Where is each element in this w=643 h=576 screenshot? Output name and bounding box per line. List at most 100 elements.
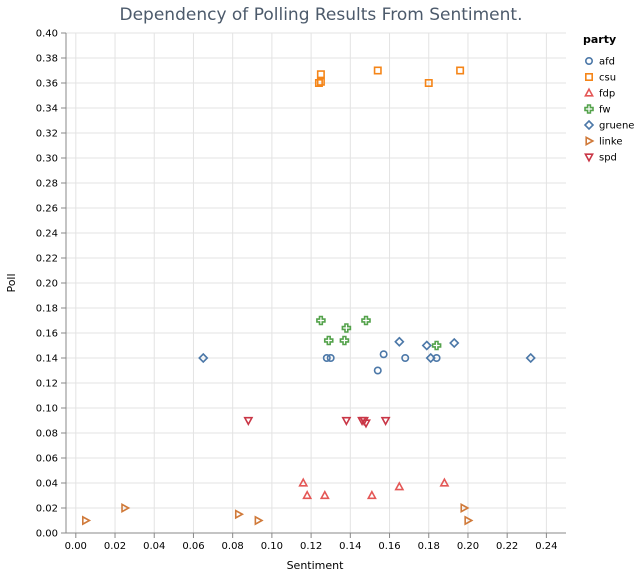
y-tick-label: 0.32 [36, 129, 58, 140]
y-tick-label: 0.18 [36, 304, 58, 315]
gruene-point [449, 337, 460, 349]
legend-item-spd: spd [584, 153, 617, 164]
x-tick-label: 0.18 [418, 541, 440, 552]
y-tick-label: 0.30 [36, 154, 58, 165]
y-tick-label: 0.12 [36, 379, 58, 390]
gruene-point [425, 352, 436, 364]
spd-point [243, 416, 254, 426]
y-tick-label: 0.10 [36, 404, 58, 415]
gruene-point [421, 340, 432, 351]
fw-point [431, 340, 442, 351]
x-tick-label: 0.20 [457, 541, 479, 552]
y-tick-label: 0.36 [36, 79, 58, 90]
legend-item-afd: afd [584, 56, 615, 68]
y-tick-label: 0.34 [36, 104, 58, 115]
y-tick-label: 0.40 [36, 29, 58, 40]
legend-item-gruene: gruene [583, 119, 634, 132]
x-axis-title: Sentiment [287, 559, 345, 572]
afd-legend-symbol [584, 56, 593, 65]
linke-point [254, 515, 264, 526]
gruene-legend-symbol [583, 119, 595, 131]
csu-point [316, 77, 325, 86]
y-tick-label: 0.24 [36, 229, 58, 240]
axes: 0.00 0.02 0.04 0.06 0.08 0.10 0.12 0.14 0.16 0.18… [36, 29, 566, 552]
legend-title: party [583, 33, 616, 46]
fw-point [341, 323, 352, 333]
afd-point [432, 353, 441, 362]
x-tick-label: 0.04 [143, 541, 165, 552]
afd-point [322, 353, 331, 362]
y-tick-label: 0.20 [36, 279, 58, 290]
y-tick-label: 0.14 [36, 354, 58, 365]
y-tick-label: 0.16 [36, 329, 58, 340]
csu-point [456, 66, 465, 75]
chart-title: Dependency of Polling Results From Senti… [120, 5, 523, 25]
linke-point [234, 509, 245, 520]
legend-label: fdp [599, 89, 615, 100]
csu-legend-symbol [584, 73, 593, 82]
linke-point [121, 503, 131, 513]
afd-point [379, 350, 388, 359]
fw-legend-symbol [584, 104, 594, 114]
gruene-point [394, 336, 405, 347]
y-tick-label: 0.02 [36, 504, 58, 515]
spd-point [380, 416, 391, 426]
x-tick-label: 0.22 [496, 541, 518, 552]
y-tick-label: 0.28 [36, 179, 58, 190]
fw-point [316, 315, 326, 326]
y-tick-label: 0.08 [36, 429, 58, 440]
legend-label: linke [599, 137, 622, 148]
x-tick-label: 0.02 [104, 541, 126, 552]
csu-point [316, 70, 325, 79]
fdp-point [394, 481, 405, 491]
x-tick-label: 0.10 [261, 541, 283, 552]
afd-point [326, 353, 335, 362]
y-tick-label: 0.00 [36, 529, 58, 540]
legend-label: csu [599, 73, 616, 84]
y-tick-label: 0.38 [36, 54, 58, 65]
linke-point [82, 515, 92, 526]
csu-point [373, 66, 382, 75]
legend-item-csu: csu [584, 73, 616, 84]
spd-point [361, 419, 371, 429]
spd-point [341, 416, 352, 426]
gruene-point [525, 352, 536, 364]
csu-point [424, 79, 433, 88]
x-tick-label: 0.12 [300, 541, 322, 552]
fdp-point [302, 490, 313, 500]
x-tick-label: 0.16 [378, 541, 400, 552]
gruene-point [198, 352, 209, 364]
fw-point [339, 335, 350, 346]
y-tick-label: 0.06 [36, 454, 58, 465]
csu-point [314, 79, 323, 88]
fdp-point [439, 477, 450, 487]
fw-point [323, 335, 334, 346]
fdp-point [298, 477, 309, 487]
x-tick-label: 0.08 [222, 541, 244, 552]
x-tick-label: 0.14 [339, 541, 361, 552]
fw-point [361, 315, 371, 326]
afd-point [401, 353, 410, 362]
legend-item-fw: fw [584, 104, 611, 116]
legend-label: spd [599, 153, 617, 164]
legend-label: fw [599, 105, 611, 116]
legend-item-fdp: fdp [584, 87, 615, 100]
legend-label: afd [599, 57, 615, 68]
x-tick-label: 0.00 [65, 541, 87, 552]
spd-legend-symbol [584, 153, 594, 163]
y-tick-label: 0.26 [36, 204, 58, 215]
afd-point [373, 366, 382, 375]
linke-point [464, 515, 474, 526]
y-axis-title: Poll [5, 273, 18, 292]
linke-legend-symbol [585, 136, 595, 146]
linke-point [460, 503, 470, 513]
fdp-point [366, 490, 377, 500]
fdp-legend-symbol [584, 87, 594, 97]
x-tick-label: 0.24 [535, 541, 557, 552]
fdp-point [319, 490, 330, 500]
legend-label: gruene [599, 121, 634, 132]
legend: party afd csu fdp fw gruene linke spd [583, 33, 634, 164]
y-tick-label: 0.22 [36, 254, 58, 265]
legend-item-linke: linke [585, 136, 622, 148]
